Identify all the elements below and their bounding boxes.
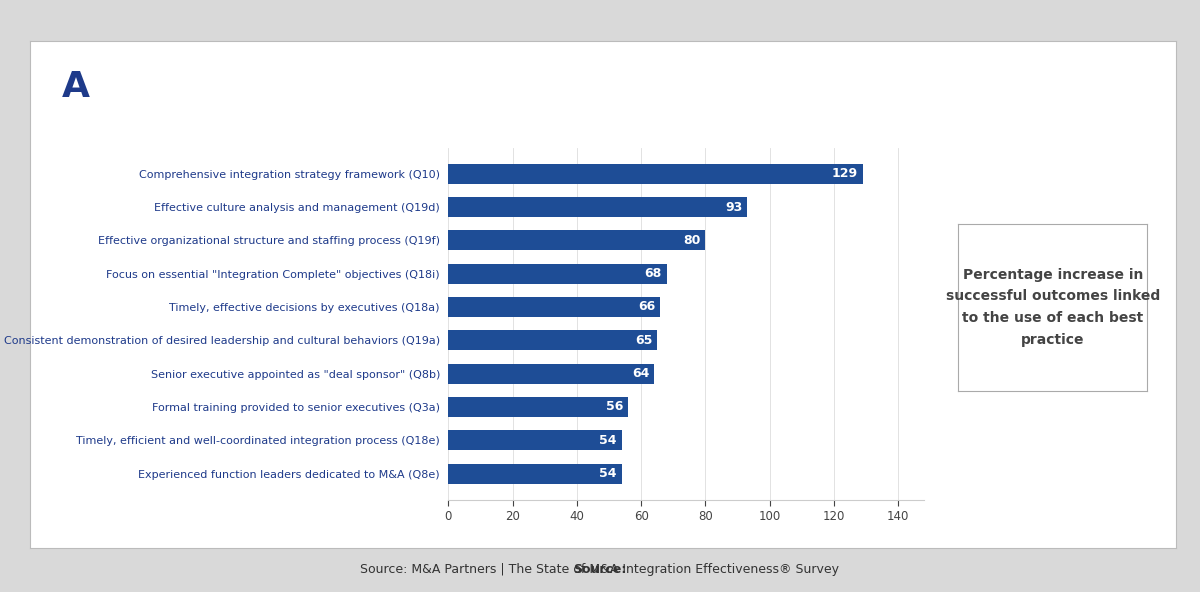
Bar bbox=[449, 197, 748, 217]
Text: 129: 129 bbox=[832, 167, 858, 180]
Text: 54: 54 bbox=[600, 467, 617, 480]
Text: Source: M&A Partners | The State of M&A Integration Effectiveness® Survey: Source: M&A Partners | The State of M&A … bbox=[360, 563, 840, 576]
Text: REVENUE: REVENUE bbox=[1036, 60, 1103, 73]
Bar bbox=[449, 464, 622, 484]
Text: 56: 56 bbox=[606, 400, 624, 413]
Text: Regression analysis showed the following top ten integration best practices to b: Regression analysis showed the following… bbox=[131, 60, 922, 73]
Text: Source:: Source: bbox=[574, 563, 626, 576]
Text: SYNERGY CAPTURE: SYNERGY CAPTURE bbox=[131, 103, 268, 116]
Text: 93: 93 bbox=[725, 201, 743, 214]
Bar bbox=[449, 397, 629, 417]
Text: 65: 65 bbox=[635, 334, 653, 347]
FancyBboxPatch shape bbox=[35, 47, 118, 127]
Bar bbox=[449, 430, 622, 450]
Text: 80: 80 bbox=[683, 234, 701, 247]
Bar bbox=[449, 330, 658, 350]
Bar bbox=[449, 164, 863, 184]
Bar bbox=[449, 263, 667, 284]
Bar bbox=[449, 297, 660, 317]
Bar bbox=[449, 363, 654, 384]
Text: A: A bbox=[62, 70, 90, 104]
Text: 54: 54 bbox=[600, 434, 617, 447]
Text: 66: 66 bbox=[638, 301, 655, 314]
Bar bbox=[449, 230, 706, 250]
Text: 68: 68 bbox=[644, 267, 662, 280]
Text: Percentage increase in
successful outcomes linked
to the use of each best
practi: Percentage increase in successful outcom… bbox=[946, 268, 1160, 347]
Text: 64: 64 bbox=[631, 367, 649, 380]
